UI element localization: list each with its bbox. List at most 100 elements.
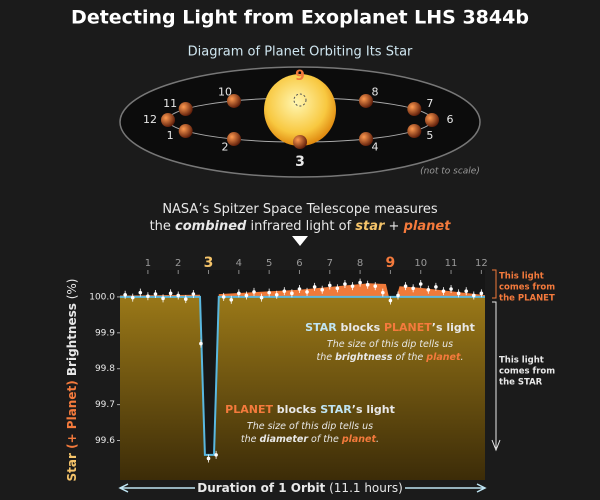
data-point — [305, 290, 309, 294]
data-point — [327, 283, 332, 288]
orbit-label: 12 — [143, 113, 157, 126]
data-point — [199, 341, 203, 346]
data-point — [123, 292, 127, 297]
text-line: Duration of 1 Orbit (11.1 hours) — [197, 481, 403, 495]
data-point — [426, 287, 431, 292]
data-point — [168, 291, 173, 296]
pointer — [292, 236, 308, 246]
y-tick-label: 99.6 — [95, 436, 115, 446]
x-label-bg — [195, 480, 405, 496]
data-point — [479, 291, 484, 296]
text-line: NASA’s Spitzer Space Telescope measures — [162, 202, 438, 217]
text-line: the combined infrared light of star + pl… — [150, 219, 452, 234]
data-point — [244, 293, 249, 298]
data-point — [418, 282, 423, 286]
text-segment: (+ Planet) — [65, 376, 79, 453]
text-segment: of the — [392, 352, 426, 363]
orbit-label: 1 — [167, 129, 174, 142]
text-segment: brightness — [335, 352, 393, 363]
planet — [227, 132, 241, 147]
text-segment: Brightness — [65, 303, 79, 376]
title: Detecting Light from Exoplanet LHS 3844b — [71, 7, 529, 29]
x-tick-label: 2 — [175, 258, 181, 269]
data-point — [441, 289, 446, 293]
text-segment: The size of this dip tells us — [247, 421, 373, 432]
x-tick-label: 4 — [236, 258, 242, 269]
star-light-label: the STAR — [499, 378, 543, 388]
x-tick-label: 8 — [357, 258, 363, 269]
data-point — [252, 290, 256, 294]
text-line: The size of this dip tells us — [327, 339, 453, 350]
data-point — [237, 291, 241, 296]
x-tick-label: 5 — [266, 258, 272, 269]
planet — [407, 102, 422, 116]
planet-bracket — [492, 269, 497, 299]
orbit-label: 10 — [218, 85, 232, 98]
text-line: The size of this dip tells us — [247, 421, 373, 432]
x-tick-label: 1 — [145, 258, 151, 269]
text-segment: Duration of 1 Orbit — [197, 481, 325, 495]
data-point — [335, 286, 340, 291]
data-point — [138, 290, 143, 295]
data-point — [350, 284, 355, 288]
text-segment: diameter — [260, 434, 310, 445]
text-segment: infrared light of — [246, 219, 355, 234]
planet — [293, 135, 307, 149]
text-segment: star — [355, 219, 386, 234]
data-point — [282, 289, 287, 293]
orbit-label: 4 — [372, 141, 379, 154]
star-light-label: This light — [499, 356, 544, 366]
planet — [359, 132, 373, 147]
text-line: the brightness of the planet. — [316, 352, 463, 363]
planet — [161, 113, 175, 127]
data-point — [191, 292, 196, 296]
data-point — [365, 282, 370, 287]
planet-light-label: the PLANET — [499, 294, 555, 304]
orbit-label: 2 — [222, 141, 229, 154]
planet — [178, 124, 193, 138]
data-point — [130, 295, 135, 300]
text-line: PLANET blocks STAR’s light — [225, 403, 395, 416]
data-point — [449, 287, 453, 291]
text-segment: . — [376, 434, 379, 445]
text-line: the diameter of the planet. — [241, 434, 379, 445]
x-tick-label: 12 — [475, 258, 488, 269]
x-tick-label: 7 — [327, 258, 333, 269]
data-point — [176, 293, 181, 298]
planet — [178, 102, 193, 116]
data-point — [403, 284, 408, 288]
text-segment: the — [241, 434, 260, 445]
orbit-label: 6 — [447, 113, 454, 126]
text-segment: STAR — [305, 321, 337, 334]
text-segment: planet — [425, 352, 461, 363]
planet — [227, 93, 241, 108]
text-segment: (11.1 hours) — [325, 481, 402, 495]
x-tick-label: 9 — [386, 255, 396, 271]
planet — [425, 113, 439, 127]
text-segment: the — [316, 352, 335, 363]
data-point — [358, 280, 362, 285]
text-segment: (%) — [65, 279, 79, 304]
data-point — [297, 287, 302, 291]
y-tick-label: 99.9 — [95, 328, 115, 338]
data-point — [464, 289, 469, 293]
x-tick-label: 11 — [445, 258, 458, 269]
data-point — [290, 291, 294, 296]
data-point — [153, 292, 158, 296]
orbit-label: 11 — [163, 97, 177, 110]
text-segment: STAR — [320, 403, 352, 416]
diagram-title: Diagram of Planet Orbiting Its Star — [188, 45, 413, 60]
data-point — [229, 297, 234, 302]
data-point — [396, 293, 400, 298]
text-segment: blocks — [337, 321, 384, 334]
text-segment: NASA’s Spitzer Space Telescope measures — [162, 202, 438, 217]
data-point — [381, 290, 385, 295]
orbit-label: 7 — [426, 97, 433, 110]
data-point — [388, 298, 393, 303]
text-line: Star (+ Planet) Brightness (%) — [65, 279, 79, 482]
text-segment: ’s light — [352, 403, 395, 416]
y-tick-label: 99.8 — [95, 364, 115, 374]
text-segment: . — [461, 352, 464, 363]
text-segment: The size of this dip tells us — [327, 339, 453, 350]
